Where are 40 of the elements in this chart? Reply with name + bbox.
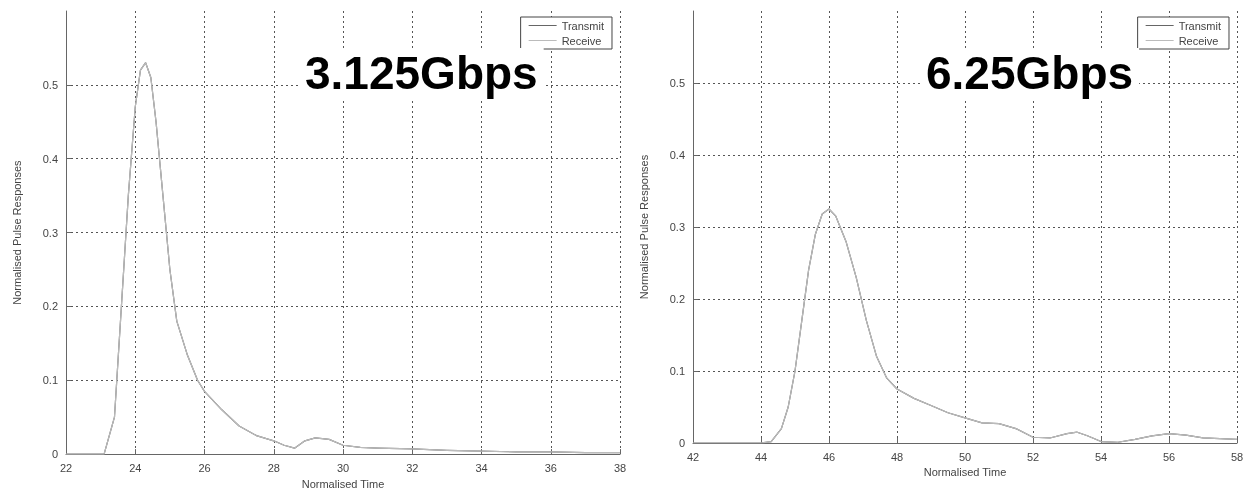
x-axis-title: Normalised Time xyxy=(301,477,385,490)
legend-label: Transmit xyxy=(1178,19,1221,32)
annotation: 6.25Gbps xyxy=(926,47,1134,99)
x-tick-label: 22 xyxy=(59,461,73,474)
y-tick-label: 0 xyxy=(678,437,685,449)
x-tick-label: 46 xyxy=(822,450,836,463)
x-axis-title: Normalised Time xyxy=(923,466,1007,479)
x-tick-label: 34 xyxy=(475,461,488,474)
y-tick-label: 0.2 xyxy=(42,300,58,313)
y-tick-label: 0.1 xyxy=(42,374,58,387)
y-tick-label: 0.4 xyxy=(42,152,58,165)
legend-label: Receive xyxy=(1178,34,1219,47)
x-tick-label: 58 xyxy=(1230,450,1244,463)
y-axis-title: Normalised Pulse Responses xyxy=(10,159,23,305)
y-tick-label: 0.5 xyxy=(669,77,685,89)
x-tick-label: 44 xyxy=(754,450,768,463)
x-tick-label: 36 xyxy=(544,461,557,474)
x-tick-label: 28 xyxy=(267,461,280,474)
x-tick-label: 24 xyxy=(129,461,142,474)
x-tick-label: 52 xyxy=(1026,450,1040,463)
y-tick-label: 0.1 xyxy=(669,365,685,377)
y-tick-label: 0.3 xyxy=(669,221,685,233)
x-tick-label: 56 xyxy=(1162,450,1176,463)
legend-label: Receive xyxy=(561,34,602,47)
annotation: 3.125Gbps xyxy=(305,47,538,99)
x-tick-label: 42 xyxy=(686,450,700,463)
y-tick-label: 0.2 xyxy=(669,293,685,305)
x-tick-label: 50 xyxy=(958,450,972,463)
x-tick-label: 26 xyxy=(198,461,211,474)
y-tick-label: 0.5 xyxy=(42,78,58,91)
x-tick-label: 38 xyxy=(613,461,627,474)
y-tick-label: 0.4 xyxy=(669,149,685,161)
y-tick-label: 0.3 xyxy=(42,226,58,239)
x-tick-label: 32 xyxy=(406,461,419,474)
x-tick-label: 54 xyxy=(1094,450,1108,463)
legend-label: Transmit xyxy=(561,19,604,32)
y-axis-title: Normalised Pulse Responses xyxy=(637,154,650,300)
y-tick-label: 0 xyxy=(51,448,58,461)
x-tick-label: 48 xyxy=(890,450,904,463)
x-tick-label: 30 xyxy=(336,461,350,474)
